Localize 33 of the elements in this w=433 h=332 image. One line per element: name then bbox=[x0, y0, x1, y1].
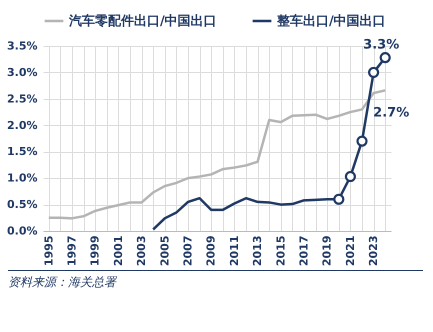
y-tick-label: 1.0% bbox=[6, 172, 38, 185]
y-tick-label: 2.5% bbox=[6, 92, 38, 106]
text: 资料来源：海关总署 bbox=[8, 274, 118, 291]
point bbox=[344, 170, 356, 182]
x-tick-label: 2021 bbox=[344, 236, 357, 266]
x-tick-label: 2007 bbox=[182, 236, 194, 266]
x-tick-label: 2005 bbox=[158, 236, 172, 266]
point bbox=[380, 52, 391, 64]
x-tick-label: 2003 bbox=[135, 236, 148, 266]
point bbox=[333, 194, 344, 205]
x-tick-label: 2023 bbox=[367, 236, 380, 266]
legend-label: 整车出口/中国出口 bbox=[276, 13, 386, 29]
point bbox=[356, 136, 368, 147]
point bbox=[368, 66, 380, 78]
x-tick-label: 1999 bbox=[88, 236, 102, 266]
legend-label: 汽车零配件出口/中国出口 bbox=[68, 13, 217, 29]
x-tick-label: 2013 bbox=[251, 236, 264, 266]
y-tick-label: 3.0% bbox=[6, 66, 38, 79]
x-tick-label: 2019 bbox=[320, 236, 334, 266]
x-tick-label: 1995 bbox=[42, 236, 56, 266]
x-tick-label: 2001 bbox=[112, 236, 125, 266]
x-tick-label: 2009 bbox=[204, 236, 218, 266]
x-tick-label: 1997 bbox=[66, 236, 78, 266]
y-tick-label: 3.5% bbox=[6, 40, 38, 52]
y-tick-label: 2.0% bbox=[6, 118, 38, 132]
y-tick-label: 1.5% bbox=[6, 145, 38, 158]
data-label: 3.3% bbox=[363, 38, 400, 53]
y-tick-label: 0.0% bbox=[6, 224, 38, 238]
x-tick-label: 2011 bbox=[228, 236, 241, 266]
x-tick-label: 2017 bbox=[298, 236, 310, 266]
data-label: 2.7% bbox=[373, 105, 410, 120]
y-tick-label: 0.5% bbox=[6, 198, 38, 212]
x-tick-label: 2015 bbox=[274, 236, 288, 266]
